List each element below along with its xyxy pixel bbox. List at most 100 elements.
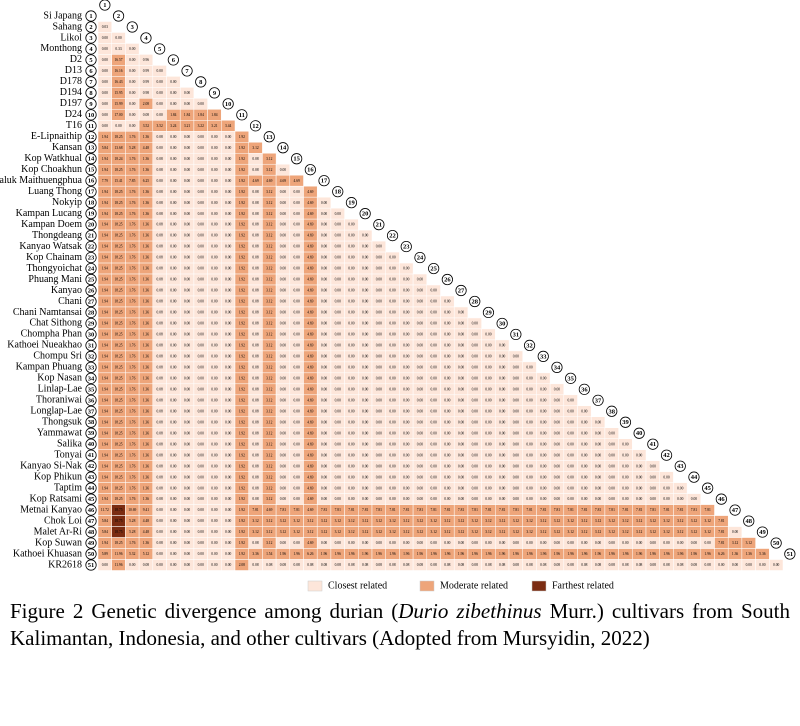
cell-value: 3.12: [526, 530, 532, 534]
cell-value: 4.48: [143, 530, 149, 534]
cell-value: 0.00: [184, 519, 190, 523]
cell-value: 1.96: [431, 552, 437, 556]
cell-value: 0.00: [389, 497, 395, 501]
cell-value: 7.81: [581, 508, 587, 512]
cell-value: 0.00: [431, 420, 437, 424]
cell-value: 0.00: [691, 541, 697, 545]
cell-value: 4.69: [307, 431, 313, 435]
cell-value: 2.08: [143, 102, 149, 106]
cell-value: 0.00: [773, 563, 779, 567]
cell-value: 0.00: [170, 497, 176, 501]
cell-value: 3.12: [266, 311, 272, 315]
cell-value: 1.94: [102, 398, 108, 402]
cell-value: 0.08: [321, 563, 327, 567]
cell-value: 0.00: [225, 453, 231, 457]
number-label: 38: [88, 419, 95, 426]
number-label: 1: [89, 13, 92, 20]
cell-value: 0.00: [348, 300, 354, 304]
cell-value: 0.00: [376, 376, 382, 380]
cell-value: 1.76: [129, 267, 135, 271]
cell-value: 0.00: [170, 80, 176, 84]
cell-value: 0.00: [677, 486, 683, 490]
cell-value: 0.00: [184, 278, 190, 282]
cell-value: 0.00: [157, 519, 163, 523]
matrix-cell: [769, 559, 784, 571]
cell-value: 4.69: [307, 475, 313, 479]
cell-value: 0.00: [225, 355, 231, 359]
cultivar-name: D178: [60, 76, 82, 87]
cell-value: 3.12: [266, 519, 272, 523]
cell-value: 0.00: [321, 541, 327, 545]
cell-value: 0.00: [348, 322, 354, 326]
cell-value: 0.00: [636, 486, 642, 490]
cell-value: 4.69: [280, 179, 286, 183]
cell-value: 1.76: [129, 333, 135, 337]
cell-value: 0.08: [157, 289, 163, 293]
cell-value: 0.00: [294, 409, 300, 413]
cell-value: 0.00: [321, 398, 327, 402]
cell-value: 0.00: [417, 311, 423, 315]
cell-value: 0.00: [348, 464, 354, 468]
number-label: 17: [321, 178, 328, 185]
cell-value: 0.00: [198, 376, 204, 380]
cell-value: 0.00: [170, 278, 176, 282]
cell-value: 0.00: [444, 497, 450, 501]
number-label: 15: [293, 156, 300, 163]
number-label: 49: [88, 540, 95, 547]
cell-value: 0.00: [417, 486, 423, 490]
cell-value: 1.96: [362, 552, 368, 556]
number-label: 18: [335, 189, 342, 196]
cell-value: 0.08: [157, 245, 163, 249]
cell-value: 0.00: [403, 300, 409, 304]
number-label: 4: [144, 35, 148, 42]
cell-value: 0.00: [485, 333, 491, 337]
cell-value: 0.00: [170, 563, 176, 567]
cell-value: 10.69: [128, 508, 136, 512]
cell-value: 3.12: [636, 530, 642, 534]
number-label: 21: [376, 222, 383, 229]
cell-value: 0.00: [170, 541, 176, 545]
cell-value: 0.00: [184, 552, 190, 556]
cell-value: 3.12: [389, 519, 395, 523]
cell-value: 0.00: [170, 267, 176, 271]
cell-value: 0.00: [335, 212, 341, 216]
cell-value: 15.99: [115, 102, 123, 106]
cell-value: 4.69: [307, 409, 313, 413]
number-label: 42: [663, 452, 670, 459]
cell-value: 0.00: [417, 278, 423, 282]
cell-value: 1.94: [102, 289, 108, 293]
cell-value: 0.08: [595, 563, 601, 567]
cell-value: 0.00: [609, 442, 615, 446]
cell-value: 0.00: [348, 311, 354, 315]
cell-value: 0.08: [663, 563, 669, 567]
cell-value: 0.00: [389, 442, 395, 446]
cell-value: 0.00: [376, 486, 382, 490]
number-label: 19: [348, 200, 355, 207]
cell-value: 0.08: [554, 563, 560, 567]
cell-value: 0.00: [472, 453, 478, 457]
cell-value: 4.69: [307, 300, 313, 304]
cell-value: 1.94: [102, 234, 108, 238]
cell-value: 0.00: [211, 201, 217, 205]
number-label: 8: [199, 79, 203, 86]
cell-value: 1.94: [102, 278, 108, 282]
cell-value: 0.00: [198, 146, 204, 150]
cell-value: 0.00: [184, 442, 190, 446]
cell-value: 0.00: [170, 135, 176, 139]
cell-value: 0.00: [417, 376, 423, 380]
cultivar-name: KR2618: [48, 559, 82, 570]
cell-value: 0.08: [252, 278, 258, 282]
number-label: 41: [88, 452, 95, 459]
number-label: 3: [131, 24, 135, 31]
cell-value: 1.94: [102, 157, 108, 161]
cell-value: 0.00: [102, 102, 108, 106]
cell-value: 0.00: [650, 486, 656, 490]
cell-value: 0.00: [540, 442, 546, 446]
cell-value: 0.08: [335, 563, 341, 567]
cell-value: 1.76: [129, 442, 135, 446]
cell-value: 9.41: [143, 508, 149, 512]
cell-value: 1.36: [143, 497, 149, 501]
cell-value: 0.00: [376, 256, 382, 260]
cell-value: 18.25: [115, 486, 123, 490]
number-label: 12: [88, 134, 95, 141]
